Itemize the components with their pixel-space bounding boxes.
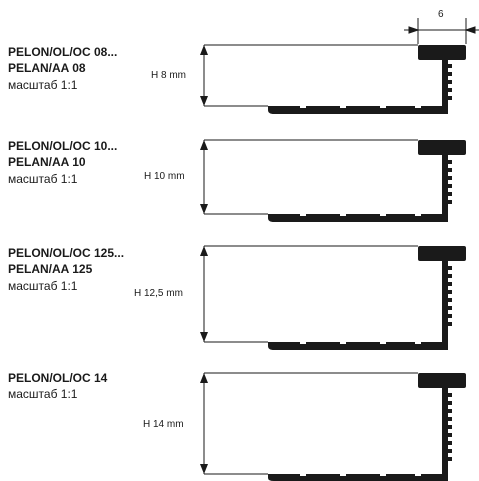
profile-1-height-label: H 8 mm bbox=[151, 70, 186, 82]
profile-1-scale: масштаб 1:1 bbox=[8, 78, 78, 92]
top-dimension bbox=[404, 18, 479, 44]
profile-drawing-2 bbox=[200, 139, 466, 222]
profile-2-scale: масштаб 1:1 bbox=[8, 172, 78, 186]
profile-3-title-line-2: PELAN/AA 125 bbox=[8, 262, 93, 276]
profile-1-title-line-1: PELON/OL/OC 08... bbox=[8, 45, 118, 59]
profile-2-height-label: H 10 mm bbox=[144, 171, 185, 183]
profile-4-title-line-1: PELON/OL/OC 14 bbox=[8, 371, 108, 385]
profile-2-title-line-2: PELAN/AA 10 bbox=[8, 155, 86, 169]
profile-4-scale: масштаб 1:1 bbox=[8, 387, 78, 401]
profile-4-height-label: H 14 mm bbox=[143, 419, 184, 431]
profile-drawing-1 bbox=[200, 44, 466, 114]
top-dimension-label: 6 bbox=[438, 9, 444, 20]
profile-drawing-4 bbox=[200, 372, 466, 481]
profile-drawing-3 bbox=[200, 245, 466, 350]
profile-3-height-label: H 12,5 mm bbox=[134, 288, 183, 300]
profile-3-title-line-1: PELON/OL/OC 125... bbox=[8, 246, 125, 260]
profile-2-title-line-1: PELON/OL/OC 10... bbox=[8, 139, 118, 153]
profile-3-scale: масштаб 1:1 bbox=[8, 279, 78, 293]
profile-1-title-line-2: PELAN/AA 08 bbox=[8, 61, 86, 75]
